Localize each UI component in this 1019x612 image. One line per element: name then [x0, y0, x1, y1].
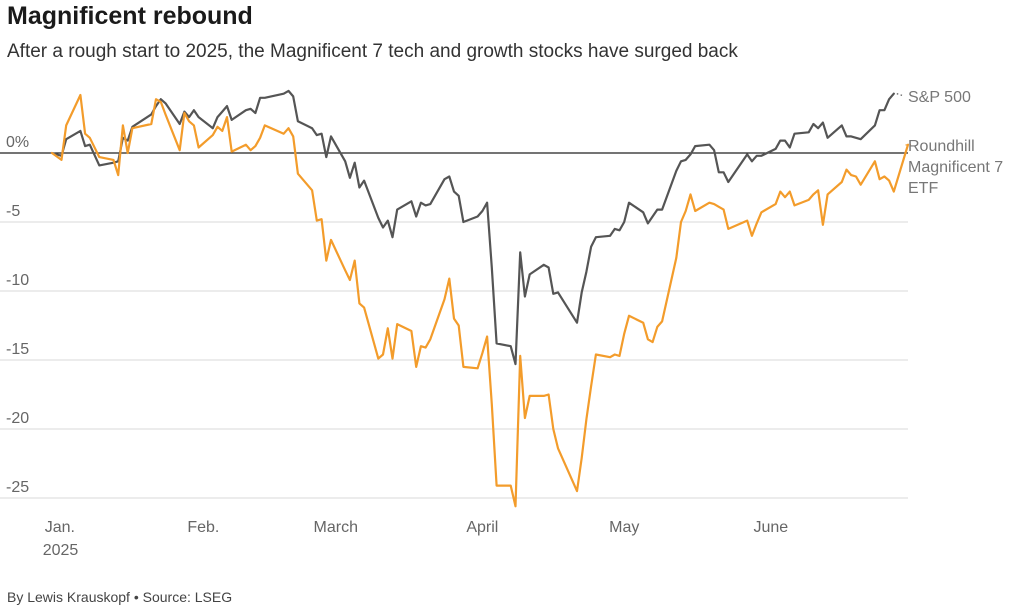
label-leader — [896, 93, 905, 97]
sp500-line — [50, 89, 895, 366]
x-tick-label: April — [466, 519, 498, 536]
source-credit: By Lewis Krauskopf • Source: LSEG — [7, 589, 233, 605]
gridlines — [0, 152, 908, 499]
x-tick-label: May — [609, 519, 639, 536]
y-tick-label: 0% — [6, 134, 29, 151]
x-tick-label: March — [314, 519, 358, 536]
y-tick-label: -20 — [6, 410, 29, 427]
series-label-mag7: Magnificent 7 — [908, 159, 1003, 176]
x-tick-label: Feb. — [187, 519, 219, 536]
series-label-sp500: S&P 500 — [908, 89, 971, 106]
x-tick-label: June — [753, 519, 788, 536]
y-tick-label: -5 — [6, 203, 20, 220]
x-tick-sublabel: 2025 — [43, 542, 79, 559]
y-axis-ticks: 0% -5 -10 -15 -20 -25 — [6, 134, 29, 496]
x-tick-label: Jan. — [45, 519, 75, 536]
y-tick-label: -10 — [6, 272, 29, 289]
x-axis-ticks: Jan. 2025 Feb. March April May June — [43, 519, 789, 559]
magnificent7-etf-line — [50, 93, 910, 508]
y-tick-label: -15 — [6, 341, 29, 358]
chart-title: Magnificent rebound — [7, 2, 253, 30]
series-labels: S&P 500 Roundhill Magnificent 7 ETF — [896, 89, 1003, 197]
y-tick-label: -25 — [6, 479, 29, 496]
chart-subtitle: After a rough start to 2025, the Magnifi… — [7, 41, 738, 62]
series-lines — [50, 89, 910, 508]
series-label-mag7: Roundhill — [908, 138, 975, 155]
series-label-mag7: ETF — [908, 180, 938, 197]
